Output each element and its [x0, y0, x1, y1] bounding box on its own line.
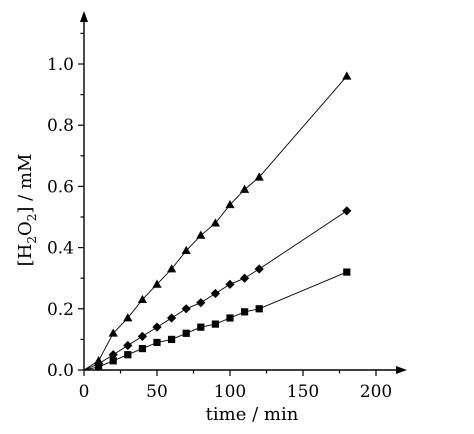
- y-axis-title-open: [H: [15, 244, 36, 267]
- y-axis-title-sub2: 2: [25, 214, 39, 222]
- y-axis-title-mid: O: [15, 221, 36, 236]
- data-point-diamond: [225, 279, 235, 289]
- data-point-diamond: [137, 331, 147, 341]
- series-diamond: [83, 206, 352, 371]
- data-point-diamond: [210, 288, 220, 299]
- data-point-triangle: [167, 264, 177, 273]
- data-point-triangle: [342, 71, 352, 80]
- x-tick-label: 0: [79, 382, 90, 402]
- y-tick-label: 1.0: [47, 55, 74, 75]
- data-point-triangle: [123, 313, 133, 322]
- y-tick-label: 0.4: [47, 239, 74, 259]
- x-ticks: 0 50 100 150 200: [79, 370, 392, 402]
- y-axis-title-sub1: 2: [25, 236, 39, 244]
- data-point-diamond: [181, 304, 191, 314]
- y-axis-title-close: ] / mM: [15, 154, 36, 214]
- data-point-diamond: [196, 298, 206, 308]
- series-square: [83, 268, 351, 371]
- series-layer: [83, 71, 352, 371]
- x-axis-arrowhead: [396, 366, 407, 374]
- data-point-square: [241, 308, 249, 316]
- data-point-triangle: [225, 199, 235, 209]
- data-point-diamond: [240, 273, 250, 283]
- x-axis-title: time / min: [206, 404, 299, 425]
- x-tick-label: 200: [360, 382, 392, 402]
- data-point-triangle: [196, 230, 206, 239]
- data-point-square: [182, 329, 190, 337]
- data-point-diamond: [342, 206, 352, 216]
- x-tick-label: 150: [287, 382, 319, 402]
- y-axis-arrowhead: [80, 11, 88, 22]
- data-point-triangle: [137, 294, 147, 304]
- data-point-diamond: [167, 313, 177, 323]
- data-point-square: [197, 323, 205, 331]
- y-tick-label: 0.6: [47, 177, 74, 197]
- data-point-diamond: [254, 264, 264, 274]
- data-point-diamond: [152, 322, 162, 332]
- axes: [80, 11, 407, 374]
- y-tick-label: 0.2: [47, 300, 74, 320]
- data-point-square: [153, 338, 161, 347]
- x-tick-label: 100: [214, 382, 246, 402]
- data-point-square: [109, 357, 117, 365]
- data-point-square: [226, 314, 234, 322]
- data-point-triangle: [181, 245, 191, 255]
- data-point-square: [124, 351, 132, 359]
- y-tick-label: 0.0: [47, 361, 74, 381]
- data-point-diamond: [123, 340, 133, 351]
- data-point-square: [255, 305, 263, 313]
- data-point-square: [211, 320, 219, 328]
- data-point-diamond: [108, 350, 118, 360]
- data-point-triangle: [254, 172, 264, 181]
- data-point-square: [343, 268, 351, 276]
- data-point-triangle: [152, 279, 162, 288]
- y-tick-label: 0.8: [47, 116, 74, 136]
- y-axis-title: [H2O2] / mM: [15, 154, 39, 267]
- y-ticks: 0.0 0.2 0.4 0.6 0.8 1.0: [47, 32, 84, 381]
- data-point-triangle: [240, 184, 250, 193]
- data-point-square: [95, 363, 103, 371]
- x-tick-label: 50: [146, 382, 168, 402]
- data-point-triangle: [210, 218, 220, 227]
- data-point-triangle: [108, 328, 118, 337]
- data-point-square: [168, 335, 176, 343]
- data-point-square: [138, 344, 146, 353]
